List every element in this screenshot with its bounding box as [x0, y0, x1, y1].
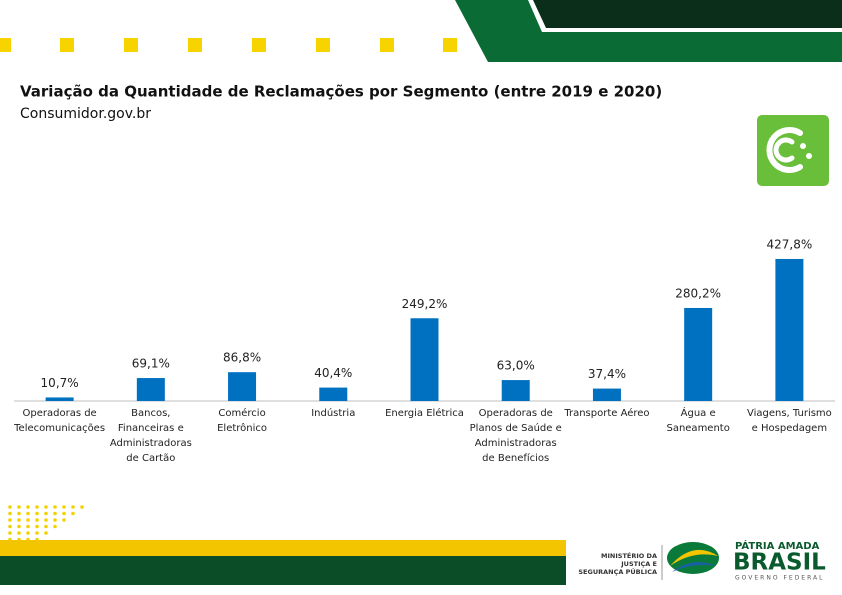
dot [53, 505, 57, 509]
dot [71, 505, 75, 509]
dot [26, 531, 30, 535]
ministry-line: SEGURANÇA PÚBLICA [578, 567, 657, 576]
x-tick-label: Operadoras de [23, 408, 97, 419]
dot [8, 505, 12, 509]
bar [45, 397, 74, 401]
dot [44, 531, 48, 535]
government: GOVERNO FEDERAL [735, 575, 824, 582]
dot [35, 511, 39, 516]
bar [592, 388, 621, 401]
x-tick-label: Telecomunicações [13, 423, 105, 434]
flag-logo-stripe [670, 549, 718, 566]
dot [80, 505, 84, 509]
x-tick-label: Financeiras e [118, 423, 184, 434]
x-tick-label: e Hospedagem [752, 423, 827, 434]
dot [71, 511, 75, 516]
bar [410, 318, 439, 401]
bar [319, 387, 348, 401]
dot [17, 531, 21, 535]
dot [26, 524, 30, 529]
dot [8, 518, 12, 522]
data-label: 10,7% [41, 376, 79, 390]
flag-logo [667, 542, 719, 574]
data-label: 37,4% [588, 367, 626, 381]
data-label: 427,8% [767, 237, 813, 251]
app-icon-c-inner [773, 137, 795, 163]
dot [17, 511, 21, 516]
dot [44, 511, 48, 516]
bar [136, 378, 165, 401]
data-label: 69,1% [132, 357, 170, 371]
top-banner-dark [533, 0, 842, 28]
x-tick-label: Administradoras [110, 438, 192, 449]
dot [17, 524, 21, 529]
bar [228, 372, 257, 401]
yellow-squares [0, 38, 457, 52]
data-label: 40,4% [314, 366, 352, 380]
dot [53, 511, 57, 516]
dot [62, 518, 66, 522]
data-label: 280,2% [675, 286, 721, 300]
data-label: 63,0% [497, 359, 535, 373]
dot [44, 518, 48, 522]
dot [8, 531, 12, 535]
x-tick-label: Operadoras de [479, 408, 553, 419]
bar [501, 380, 530, 401]
dot [35, 518, 39, 522]
app-icon-c [766, 127, 803, 173]
data-label: 86,8% [223, 351, 261, 365]
dot [35, 505, 39, 509]
x-tick-label: Transporte Aéreo [563, 407, 649, 419]
x-tick-label: Água e [681, 406, 716, 419]
motto: PÁTRIA AMADA [735, 539, 820, 552]
data-label: 249,2% [402, 297, 448, 311]
x-tick-label: Planos de Saúde e [470, 422, 562, 434]
dot [62, 511, 66, 516]
x-tick-label: Viagens, Turismo [747, 408, 832, 419]
bar [775, 258, 804, 401]
dot [35, 531, 39, 535]
dot [26, 518, 30, 522]
x-tick-label: Eletrônico [217, 422, 267, 434]
dot [44, 505, 48, 509]
country: BRASIL [733, 550, 826, 576]
dot [8, 511, 12, 516]
dot-pattern [8, 505, 84, 542]
dot [8, 524, 12, 529]
dot [26, 505, 30, 509]
x-tick-label: Bancos, [131, 408, 170, 419]
dot [44, 524, 48, 529]
x-tick-label: de Cartão [126, 453, 175, 464]
x-tick-label: de Benefícios [482, 452, 549, 464]
dot [17, 518, 21, 522]
ministry-line: JUSTIÇA E [620, 560, 657, 568]
x-tick-label: Comércio [218, 407, 265, 419]
dot [53, 524, 57, 529]
chart-subtitle: Consumidor.gov.br [20, 106, 151, 122]
dot [17, 505, 21, 509]
dot [35, 524, 39, 529]
x-tick-label: Energia Elétrica [385, 407, 464, 419]
x-tick-label: Indústria [311, 407, 355, 419]
app-icon-dot [800, 143, 806, 149]
x-tick-label: Saneamento [666, 423, 729, 434]
x-tick-label: Administradoras [475, 438, 557, 449]
dot [53, 518, 57, 522]
dot [26, 511, 30, 516]
flag-logo-stripe [672, 562, 716, 572]
chart-title: Variação da Quantidade de Reclamações po… [20, 83, 662, 101]
ministry-line: MINISTÉRIO DA [601, 551, 657, 560]
dot [62, 505, 66, 509]
bar [684, 307, 713, 401]
app-icon-dot [806, 153, 812, 159]
